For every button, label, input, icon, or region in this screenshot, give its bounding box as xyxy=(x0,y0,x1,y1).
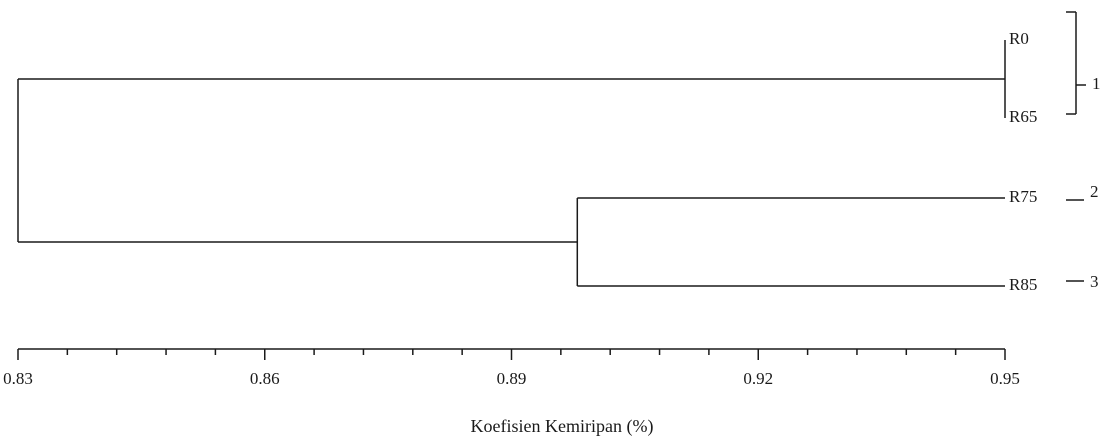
tick-label-2: 0.86 xyxy=(250,369,280,388)
leaf-labels: R0 R65 R75 R85 xyxy=(1009,29,1037,294)
group-2-label: 2 xyxy=(1090,182,1099,201)
group-brackets: 1 2 3 xyxy=(1066,11,1101,291)
x-axis-title: Koefisien Kemiripan (%) xyxy=(471,416,654,437)
tick-label-4: 0.92 xyxy=(743,369,773,388)
leaf-label-r85: R85 xyxy=(1009,275,1037,294)
leaf-label-r0: R0 xyxy=(1009,29,1029,48)
x-axis: 0.83 0.86 0.89 0.92 0.95 xyxy=(3,348,1020,388)
group-1-label: 1 xyxy=(1092,74,1101,93)
tick-label-1: 0.83 xyxy=(3,369,33,388)
dendrogram-branches xyxy=(17,40,1006,287)
tick-label-3: 0.89 xyxy=(497,369,527,388)
leaf-label-r65: R65 xyxy=(1009,107,1037,126)
tick-label-5: 0.95 xyxy=(990,369,1020,388)
leaf-label-r75: R75 xyxy=(1009,187,1037,206)
group-3-label: 3 xyxy=(1090,272,1099,291)
